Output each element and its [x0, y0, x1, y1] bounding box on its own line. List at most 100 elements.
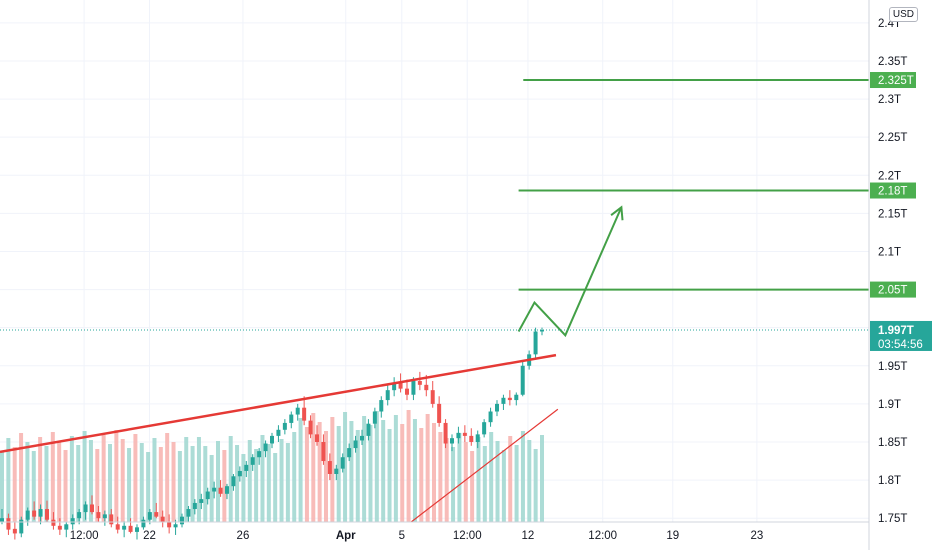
volume-bar: [336, 426, 341, 522]
volume-bar: [400, 424, 405, 522]
volume-bar: [508, 436, 513, 522]
volume-bar: [120, 439, 125, 522]
candle-body: [450, 438, 454, 444]
candle-body: [199, 499, 204, 503]
volume-bar: [343, 412, 348, 522]
candle-body: [0, 518, 4, 522]
price-tick-label: 1.95T: [878, 361, 907, 373]
candle-body: [366, 423, 371, 436]
volume-bar: [177, 451, 182, 522]
volume-bar: [209, 455, 214, 522]
time-tick-label: 12:00: [588, 530, 617, 542]
volume-bar: [19, 433, 24, 522]
volume-bars: [0, 410, 544, 522]
candle-body: [295, 407, 300, 415]
price-tick-label: 1.9T: [878, 399, 901, 411]
volume-bar: [387, 429, 392, 522]
candle-body: [475, 434, 480, 442]
volume-bar: [82, 431, 87, 522]
volume-bar: [425, 414, 430, 522]
volume-bar: [146, 452, 151, 522]
candle-body: [437, 403, 442, 423]
candle-body: [109, 514, 114, 525]
volume-bar: [247, 440, 252, 522]
time-tick-label: 23: [750, 530, 763, 542]
candle-body: [244, 464, 249, 471]
candle-body: [96, 512, 101, 519]
candle-body: [488, 411, 493, 423]
candle-body: [231, 476, 236, 487]
volume-bar: [108, 444, 112, 522]
volume-bar: [285, 443, 290, 522]
chart-drawings[interactable]: [0, 79, 869, 523]
volume-bar: [438, 432, 443, 522]
candle-body: [147, 512, 152, 520]
volume-bar: [25, 442, 30, 522]
volume-bar: [533, 449, 538, 522]
volume-bar: [50, 432, 55, 522]
time-axis[interactable]: 12:00 22 26 Apr 5 12:00 12 12:00 19 23: [70, 530, 764, 542]
candle-body: [540, 329, 544, 332]
volume-bar: [298, 418, 303, 522]
price-tick-label: 2.3T: [878, 94, 901, 106]
candle-body: [160, 516, 165, 522]
candle-body: [321, 441, 326, 462]
volume-bar: [311, 413, 316, 522]
trendline-resistance: [0, 353, 557, 454]
volume-bar: [114, 430, 119, 522]
candle-body: [180, 516, 184, 525]
level-price-badge: [870, 72, 916, 89]
projection-path: [517, 206, 623, 338]
candle-body: [302, 407, 307, 421]
candle-body: [212, 487, 217, 492]
level-price-badge-label: 2.325T: [878, 75, 914, 87]
candle-body: [270, 435, 274, 444]
candle-body: [533, 331, 538, 355]
volume-bar: [419, 428, 424, 522]
volume-bar: [228, 436, 233, 522]
volume-bar: [330, 417, 335, 522]
volume-bar: [184, 437, 189, 522]
candle-body: [102, 514, 107, 519]
candle-body: [225, 486, 229, 494]
time-tick-label: Apr: [336, 530, 356, 542]
price-tick-label: 2.2T: [878, 170, 901, 182]
candle-body: [205, 491, 210, 500]
candle-body: [282, 422, 287, 430]
candle-body: [70, 518, 75, 525]
candle-body: [405, 388, 409, 395]
candle-body: [289, 414, 294, 423]
candle-body: [64, 524, 69, 530]
volume-bar: [76, 445, 81, 522]
volume-bar: [88, 440, 93, 522]
time-tick-label: 12: [522, 530, 535, 542]
volume-bar: [6, 438, 11, 522]
candle-body: [141, 519, 146, 528]
volume-bar: [235, 445, 240, 522]
trendline-support: [410, 408, 559, 523]
candle-body: [462, 432, 467, 436]
volume-bar: [540, 435, 544, 522]
volume-bar: [476, 437, 481, 522]
candle-body: [128, 525, 133, 532]
candlestick-series: [0, 327, 544, 540]
volume-bar: [158, 447, 163, 522]
candle-body: [12, 528, 17, 534]
candle-body: [154, 512, 159, 517]
candle-body: [122, 525, 127, 530]
volume-bar: [444, 438, 449, 522]
volume-bar: [63, 450, 68, 522]
volume-bar: [457, 433, 462, 522]
countdown-label: 03:54:56: [878, 339, 923, 351]
volume-bar: [324, 431, 328, 522]
currency-label[interactable]: USD: [888, 7, 918, 22]
candle-body: [192, 502, 197, 510]
volume-bar: [133, 434, 138, 522]
volume-bar: [412, 419, 417, 522]
candle-body: [83, 504, 88, 513]
time-tick-label: 5: [399, 530, 405, 542]
volume-bar: [451, 447, 456, 522]
current-price-label: 1.997T: [878, 325, 914, 337]
chart-grid: [0, 0, 869, 522]
